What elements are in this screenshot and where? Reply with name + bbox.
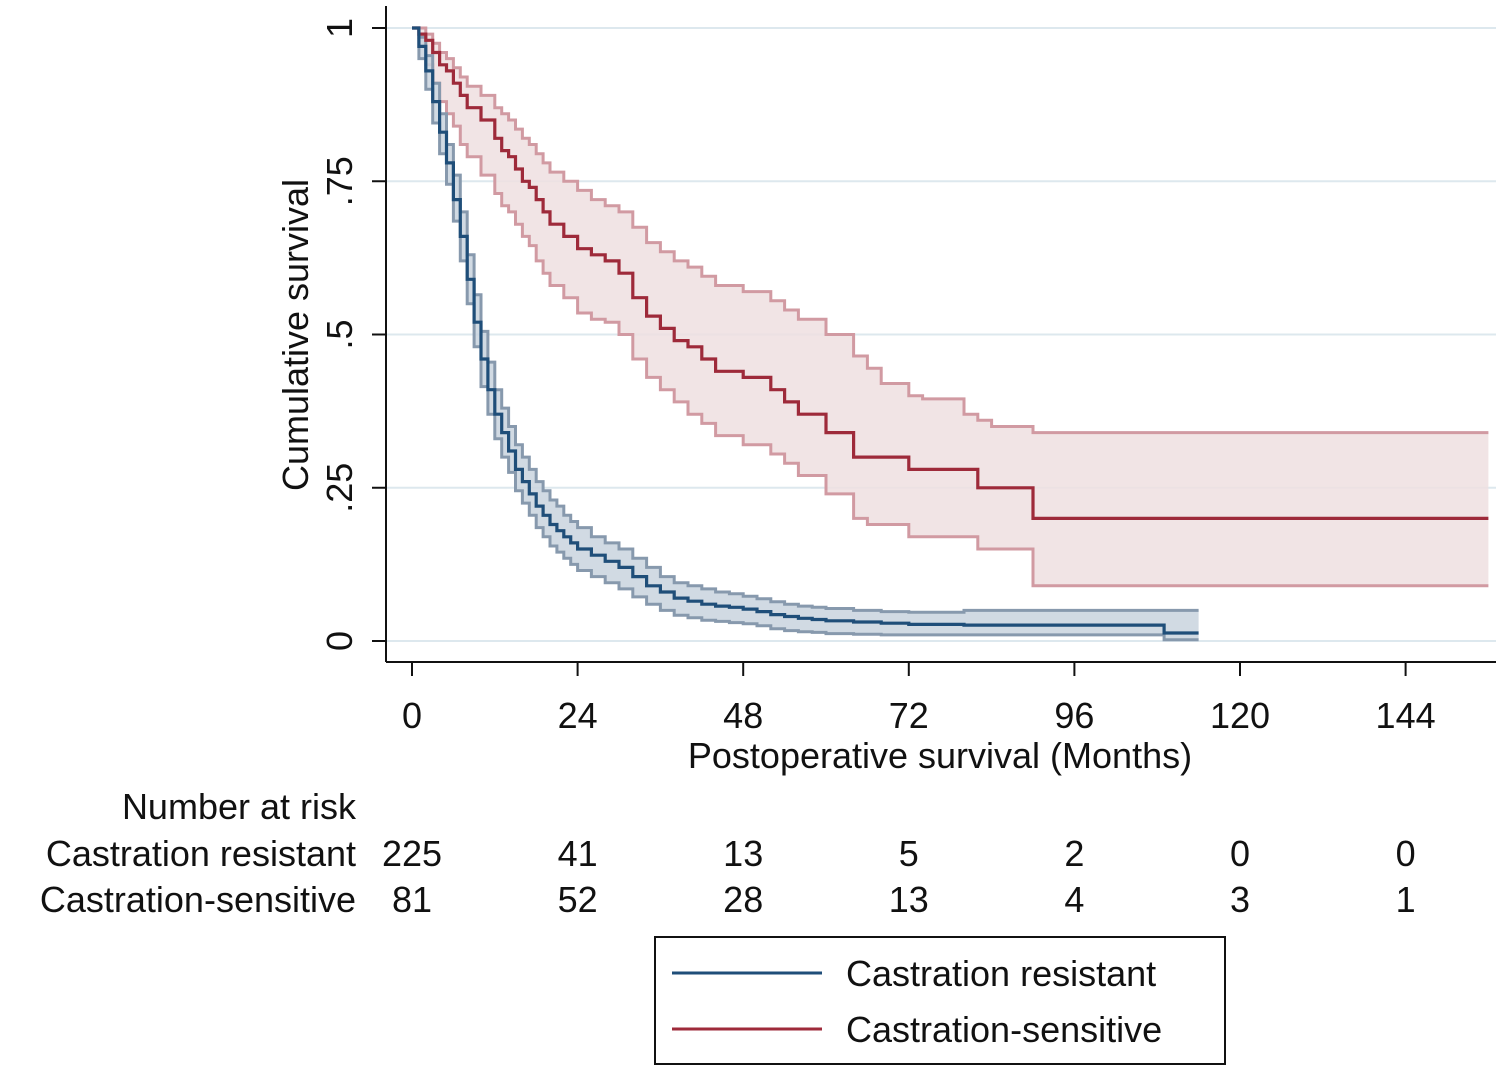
risk-count: 52 <box>558 879 598 920</box>
confidence-bands <box>412 26 1489 642</box>
risk-count: 3 <box>1230 879 1250 920</box>
risk-count: 28 <box>723 879 763 920</box>
y-tick-label: .75 <box>319 156 360 206</box>
y-tick-label: .5 <box>319 319 360 349</box>
y-tick-label: .25 <box>319 463 360 513</box>
risk-table-title: Number at risk <box>122 786 357 827</box>
survival-line-castration-resistant <box>412 26 1199 635</box>
y-axis-title: Cumulative survival <box>275 179 316 491</box>
number-at-risk-table: Number at risk Castration resistant 225 41… <box>40 786 1416 920</box>
risk-count: 13 <box>889 879 929 920</box>
x-axis-title: Postoperative survival (Months) <box>688 735 1192 776</box>
survival-curves <box>412 26 1489 635</box>
legend-box <box>654 936 1226 1065</box>
y-ticks: 0 .25 .5 .75 1 <box>319 18 386 651</box>
risk-row-label: Castration resistant <box>46 833 356 874</box>
y-tick-label: 1 <box>319 18 360 38</box>
ci-upper-castration-sensitive <box>412 26 1489 435</box>
legend-label-castration-resistant: Castration resistant <box>846 953 1156 994</box>
x-tick-label: 72 <box>889 695 929 736</box>
x-tick-label: 144 <box>1376 695 1436 736</box>
ci-lower-castration-resistant <box>412 26 1199 642</box>
risk-count: 41 <box>558 833 598 874</box>
legend: Castration resistant Castration-sensitiv… <box>654 936 1226 1065</box>
x-ticks: 0 24 48 72 96 120 144 <box>402 662 1436 736</box>
ci-band-castration-sensitive <box>412 28 1489 586</box>
risk-row-label: Castration-sensitive <box>40 879 356 920</box>
ci-lower-castration-sensitive <box>412 26 1489 588</box>
risk-count: 2 <box>1064 833 1084 874</box>
x-tick-label: 96 <box>1054 695 1094 736</box>
x-tick-label: 48 <box>723 695 763 736</box>
risk-count: 0 <box>1230 833 1250 874</box>
risk-count: 13 <box>723 833 763 874</box>
x-tick-label: 120 <box>1210 695 1270 736</box>
risk-count: 1 <box>1396 879 1416 920</box>
risk-count: 0 <box>1396 833 1416 874</box>
legend-label-castration-sensitive: Castration-sensitive <box>846 1009 1162 1050</box>
risk-count: 81 <box>392 879 432 920</box>
x-tick-label: 24 <box>558 695 598 736</box>
risk-count: 225 <box>382 833 442 874</box>
y-tick-label: 0 <box>319 631 360 651</box>
x-tick-label: 0 <box>402 695 422 736</box>
survival-line-castration-sensitive <box>412 26 1489 520</box>
risk-count: 4 <box>1064 879 1084 920</box>
risk-count: 5 <box>899 833 919 874</box>
